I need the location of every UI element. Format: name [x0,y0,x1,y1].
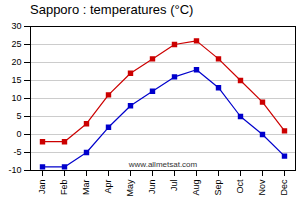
svg-text:10: 10 [11,93,21,103]
html-text:Sapporo : temperatures (°C): Sapporo : temperatures (°C) [30,2,194,17]
svg-text:Jul: Jul [169,180,179,192]
svg-text:30: 30 [11,21,21,31]
svg-text:Apr: Apr [103,180,113,194]
svg-text:Jan: Jan [37,180,47,195]
svg-text:Aug: Aug [191,180,201,196]
svg-text:www.allmetsat.com: www.allmetsat.com [128,160,198,169]
svg-text:Sep: Sep [213,180,223,196]
svg-text:Oct: Oct [235,179,245,194]
svg-text:20: 20 [11,57,21,67]
svg-text:Dec: Dec [279,179,289,196]
svg-text:25: 25 [11,39,21,49]
svg-text:5: 5 [16,111,21,121]
svg-text:0: 0 [16,129,21,139]
svg-text:Mar: Mar [81,179,91,195]
svg-text:Nov: Nov [257,179,267,196]
svg-text:Feb: Feb [59,180,69,196]
svg-text:-10: -10 [8,165,21,175]
svg-text:May: May [125,179,135,197]
svg-text:15: 15 [11,75,21,85]
svg-text:-5: -5 [13,147,21,157]
svg-text:Jun: Jun [147,180,157,195]
